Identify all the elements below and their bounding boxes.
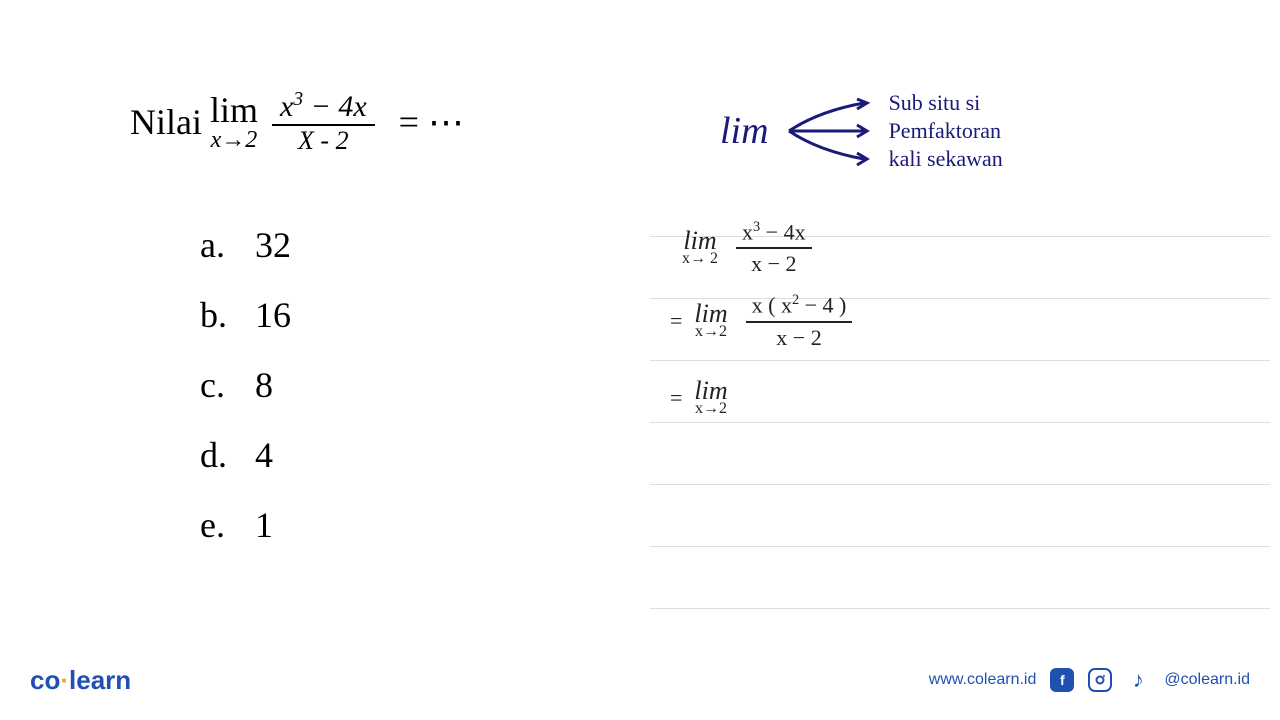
option-label: a. [200,224,235,266]
option-label: b. [200,294,235,336]
brand-logo: co·learn [30,665,131,696]
denominator-hw: x − 2 [776,323,821,349]
option-value: 16 [255,294,291,336]
footer: co·learn www.colearn.id f ♪ @colearn.id [0,660,1280,700]
step-2: = lim x→2 x ( x2 − 4 ) x − 2 [670,293,852,348]
question-prefix: Nilai [130,101,202,143]
branch-arrows-icon [779,91,879,171]
method-item: Pemfaktoran [889,118,1003,144]
numerator-hw: x ( x2 − 4 ) [746,293,853,322]
limit-notation: lim x→2 [210,92,258,152]
option-d: d. 4 [200,434,640,476]
workings-panel: lim Sub situ si Pemfaktoran kali sekawan… [640,0,1280,650]
facebook-icon[interactable]: f [1050,668,1074,692]
method-list: Sub situ si Pemfaktoran kali sekawan [889,90,1003,172]
lim-notation-hw: lim x→ 2 [682,229,718,267]
option-value: 1 [255,504,273,546]
question-panel: Nilai lim x→2 x3 − 4x X - 2 = ⋯ a. 32 b.… [0,0,640,650]
option-label: c. [200,364,235,406]
numerator: x3 − 4x [272,90,375,126]
solution-steps: lim x→ 2 x3 − 4x x − 2 = lim x→2 x ( x2 … [670,220,852,434]
step-prefix: = [670,385,682,411]
method-note: lim Sub situ si Pemfaktoran kali sekawan [720,90,1003,172]
fraction-hw: x ( x2 − 4 ) x − 2 [746,293,853,348]
lim-notation-hw: lim x→2 [694,302,727,340]
lim-approach: x→2 [211,128,258,152]
fraction-hw: x3 − 4x x − 2 [736,220,812,275]
logo-co: co [30,665,60,695]
option-label: d. [200,434,235,476]
step-3: = lim x→2 [670,379,852,417]
method-item: kali sekawan [889,146,1003,172]
lim-handwritten: lim [720,109,769,153]
equals-dots: = ⋯ [399,101,464,143]
question-expression: Nilai lim x→2 x3 − 4x X - 2 = ⋯ [130,90,640,154]
footer-links: www.colearn.id f ♪ @colearn.id [929,668,1250,692]
option-label: e. [200,504,235,546]
limit-fraction: x3 − 4x X - 2 [272,90,375,154]
option-a: a. 32 [200,224,640,266]
social-handle[interactable]: @colearn.id [1164,671,1250,689]
lim-label: lim [210,92,258,128]
method-item: Sub situ si [889,90,1003,116]
logo-learn: learn [69,665,131,695]
step-prefix: = [670,308,682,334]
answer-options: a. 32 b. 16 c. 8 d. 4 e. 1 [130,224,640,546]
denominator-hw: x − 2 [751,249,796,275]
option-value: 4 [255,434,273,476]
option-e: e. 1 [200,504,640,546]
denominator: X - 2 [298,126,349,154]
numerator-hw: x3 − 4x [736,220,812,249]
lim-notation-hw: lim x→2 [694,379,727,417]
option-value: 8 [255,364,273,406]
option-value: 32 [255,224,291,266]
step-1: lim x→ 2 x3 − 4x x − 2 [670,220,852,275]
logo-dot-icon: · [60,665,69,695]
tiktok-icon[interactable]: ♪ [1126,668,1150,692]
option-c: c. 8 [200,364,640,406]
instagram-icon[interactable] [1088,668,1112,692]
option-b: b. 16 [200,294,640,336]
website-url[interactable]: www.colearn.id [929,671,1037,689]
